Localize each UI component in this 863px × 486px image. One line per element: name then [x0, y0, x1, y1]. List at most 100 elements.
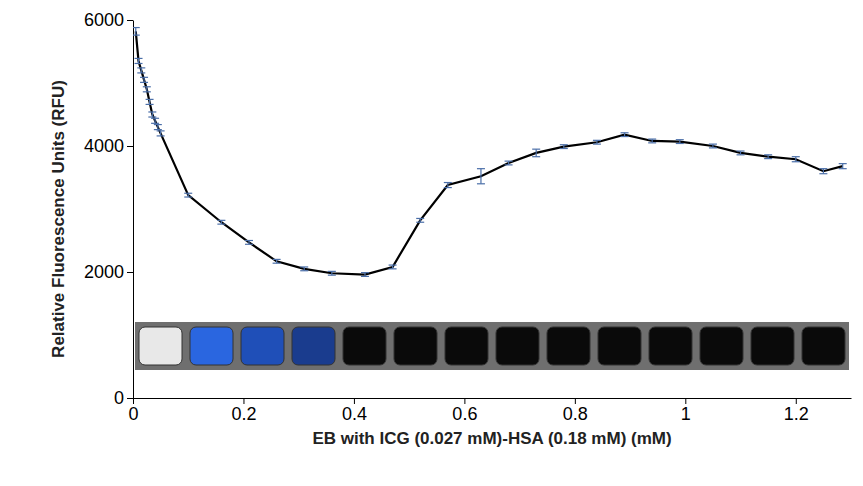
error-cap: [140, 82, 148, 83]
error-cap: [148, 116, 156, 117]
error-cap: [764, 158, 772, 159]
error-cap: [133, 27, 140, 28]
error-bar: [133, 28, 140, 36]
tick-label: 0.2: [231, 404, 256, 424]
tick-mark: [127, 272, 133, 273]
error-cap: [709, 147, 717, 148]
error-cap: [621, 136, 629, 137]
error-cap: [273, 263, 281, 264]
error-cap: [154, 124, 162, 125]
error-bar: [300, 267, 308, 271]
tick: 0.4: [342, 398, 367, 424]
error-bar: [389, 265, 397, 269]
error-cap: [157, 135, 165, 136]
error-cap: [140, 77, 148, 78]
axis-line: [133, 21, 134, 399]
error-cap: [184, 193, 192, 194]
tick: 0.2: [231, 398, 256, 424]
error-bar: [505, 161, 513, 165]
error-cap: [300, 266, 308, 267]
error-stem: [447, 183, 448, 188]
tick-label: 0.4: [342, 404, 367, 424]
tick: 2000: [84, 262, 133, 282]
error-cap: [328, 271, 336, 272]
error-bar: [140, 77, 148, 82]
error-cap: [792, 156, 800, 157]
error-bar: [154, 125, 162, 130]
error-cap: [416, 218, 424, 219]
error-stem: [149, 99, 150, 104]
error-cap: [621, 132, 629, 133]
error-bar: [143, 87, 151, 92]
error-bar: [273, 259, 281, 263]
error-cap: [137, 72, 145, 73]
tick-label: 6000: [84, 10, 124, 30]
well: [394, 327, 437, 365]
strip-bg: [135, 322, 849, 370]
tick: 0.8: [563, 398, 588, 424]
error-cap: [505, 161, 513, 162]
error-bar: [792, 157, 800, 162]
error-cap: [737, 154, 745, 155]
error-cap: [137, 67, 145, 68]
error-stem: [135, 28, 136, 36]
error-bar: [648, 139, 656, 143]
tick-label: 1: [681, 404, 691, 424]
well: [343, 327, 386, 365]
tick: 0.6: [452, 398, 477, 424]
tick: 1: [681, 398, 691, 424]
error-stem: [842, 164, 843, 169]
error-cap: [361, 272, 369, 273]
error-bar: [416, 218, 424, 222]
plot-area: [133, 28, 847, 277]
error-cap: [217, 224, 225, 225]
error-stem: [143, 77, 144, 82]
well: [445, 327, 488, 365]
error-cap: [560, 148, 568, 149]
error-cap: [361, 276, 369, 277]
error-cap: [532, 156, 540, 157]
tick: 4000: [84, 136, 133, 156]
error-cap: [217, 220, 225, 221]
well: [547, 327, 590, 365]
well: [802, 327, 845, 365]
error-bar: [709, 144, 717, 148]
tick-label: 4000: [84, 136, 124, 156]
tick-mark: [127, 146, 133, 147]
error-bar: [148, 112, 156, 117]
well: [649, 327, 692, 365]
error-cap: [135, 58, 143, 59]
error-cap: [135, 63, 143, 64]
error-cap: [273, 259, 281, 260]
tick-mark: [127, 398, 133, 399]
well: [598, 327, 641, 365]
error-bar: [560, 145, 568, 149]
error-bar: [621, 133, 629, 137]
error-cap: [593, 144, 601, 145]
error-bar: [157, 131, 165, 136]
error-stem: [160, 131, 161, 136]
error-cap: [764, 154, 772, 155]
error-cap: [792, 161, 800, 162]
error-bar: [217, 220, 225, 224]
error-bar: [135, 58, 143, 63]
error-cap: [444, 187, 452, 188]
well: [190, 327, 233, 365]
error-cap: [709, 144, 717, 145]
error-cap: [300, 270, 308, 271]
well: [139, 327, 182, 365]
error-cap: [819, 168, 827, 169]
error-cap: [133, 35, 140, 36]
tick-label: 0: [128, 404, 138, 424]
error-bar: [146, 99, 154, 104]
tick-mark: [127, 20, 133, 21]
error-cap: [151, 118, 159, 119]
error-cap: [560, 144, 568, 145]
error-cap: [148, 111, 156, 112]
error-cap: [477, 168, 485, 169]
tick: 6000: [84, 10, 133, 30]
error-bar: [839, 164, 847, 169]
y-axis-title: Relative Fluorescence Units (RFU): [49, 80, 68, 358]
error-stem: [146, 87, 147, 92]
error-cap: [389, 268, 397, 269]
